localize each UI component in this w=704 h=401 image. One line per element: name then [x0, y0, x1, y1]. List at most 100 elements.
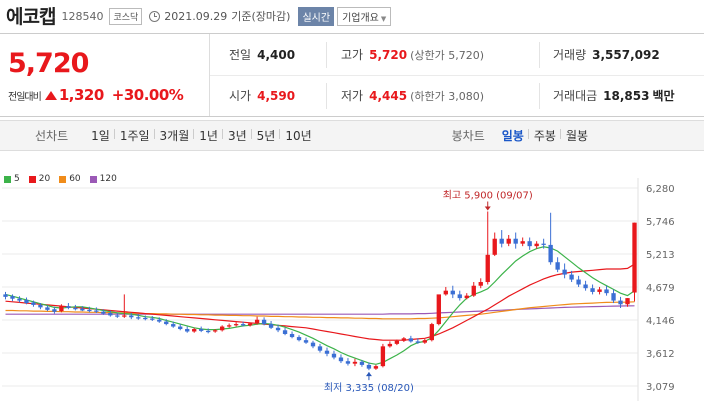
candle-body: [317, 346, 323, 351]
row-divider: [210, 75, 704, 76]
stock-header: 에코캡 128540 코스닥 2021.09.29 기준(장마감) 실시간 기업…: [0, 0, 704, 30]
quote-date: 2021.09.29: [164, 9, 228, 23]
candle-body: [212, 330, 218, 332]
candle-body: [499, 238, 504, 244]
candle-body: [3, 294, 8, 297]
y-tick-label: 4,146: [646, 316, 675, 327]
stock-code: 128540: [61, 10, 104, 23]
candle-body: [394, 340, 400, 344]
tab-weekly[interactable]: 주봉: [527, 127, 561, 144]
change-label: 전일대비: [8, 91, 42, 103]
candle-body: [527, 241, 532, 247]
legend-label: 20: [38, 174, 51, 184]
volume-cell: 거래량 3,557,092: [553, 34, 660, 75]
candle-body: [345, 361, 351, 364]
candle-body: [178, 326, 183, 330]
candle-body: [436, 294, 441, 325]
candlestick-chart[interactable]: 6,280 5,746 5,213 4,679 4,146 3,612 3,079 최고 5,…: [0, 178, 704, 401]
col-divider: [326, 83, 327, 109]
candle-body: [185, 329, 190, 332]
candle-body: [240, 324, 246, 326]
tab-1y[interactable]: 1년: [193, 127, 223, 144]
candle-body: [275, 327, 281, 331]
candle-body: [10, 296, 15, 299]
tab-1d[interactable]: 1일: [91, 129, 110, 143]
candle-body: [443, 290, 448, 295]
tab-1w[interactable]: 1주일: [113, 127, 155, 144]
candle-body: [108, 312, 113, 316]
candle-body: [331, 353, 337, 358]
tab-3y[interactable]: 3년: [221, 127, 252, 144]
y-tick-label: 6,280: [646, 184, 675, 195]
legend-ma120: 120: [89, 174, 117, 184]
candle-body: [324, 350, 330, 354]
candle-body: [408, 338, 414, 342]
candle-body: [289, 333, 295, 338]
candle-body: [254, 319, 260, 324]
ma-legend: 5 20 60 120: [4, 174, 126, 184]
candle-body: [282, 330, 288, 334]
candle-body: [247, 323, 253, 326]
candle-body: [268, 324, 274, 328]
prev-close-value: 4,400: [257, 47, 296, 62]
y-tick-label: 5,213: [646, 250, 675, 261]
low-value: 4,445: [369, 88, 408, 103]
candle-body: [296, 337, 302, 341]
candle-body: [59, 306, 64, 312]
prev-close-label: 전일: [229, 48, 252, 62]
tab-daily[interactable]: 일봉: [501, 129, 524, 143]
candle-body: [101, 311, 106, 314]
candle-body: [478, 282, 483, 286]
candle-body: [338, 357, 344, 362]
candle-body: [471, 285, 476, 296]
stock-name: 에코캡: [6, 5, 56, 28]
volume-label: 거래량: [553, 48, 587, 62]
candle-body: [94, 310, 99, 312]
candle-body: [429, 324, 434, 341]
amount-unit: 백만: [652, 89, 675, 103]
candle-body: [73, 308, 78, 310]
realtime-button[interactable]: 실시간: [298, 6, 335, 26]
company-overview-button[interactable]: 기업개요 ▼: [337, 6, 392, 26]
candle-body: [150, 318, 155, 320]
tab-5y[interactable]: 5년: [250, 127, 281, 144]
candle-body: [583, 284, 588, 289]
candle-body: [122, 315, 127, 317]
candle-body: [80, 308, 85, 311]
candle-body: [604, 289, 609, 294]
high-cell: 고가 5,720 (상한가 5,720): [341, 34, 484, 75]
legend-label: 120: [99, 174, 117, 184]
volume-value: 3,557,092: [592, 47, 660, 62]
candle-chart-label: 봉차트: [451, 129, 485, 143]
candle-body: [401, 338, 407, 341]
amount-value: 18,853: [603, 88, 650, 103]
candle-body: [513, 238, 518, 244]
current-price: 5,720: [8, 48, 89, 79]
open-label: 시가: [229, 89, 252, 103]
legend-label: 60: [69, 174, 81, 184]
candle-body: [387, 343, 393, 347]
candle-body: [464, 295, 469, 299]
change-rate: +30.00%: [111, 86, 184, 104]
col-divider: [539, 42, 540, 68]
col-divider: [326, 42, 327, 68]
candle-body: [569, 274, 574, 280]
prev-close-cell: 전일 4,400: [229, 34, 295, 75]
candle-body: [457, 294, 462, 299]
legend-swatch: [59, 175, 67, 183]
candle-body: [541, 243, 546, 245]
legend-label: 5: [14, 174, 20, 184]
candle-body: [115, 315, 120, 317]
candle-body: [520, 241, 525, 244]
legend-ma5: 5: [4, 174, 20, 184]
current-price-box: 5,720 전일대비 1,320 +30.00%: [0, 34, 210, 116]
line-chart-label: 선차트: [35, 129, 69, 143]
tab-3m[interactable]: 3개월: [153, 127, 195, 144]
candle-body: [450, 290, 455, 295]
candle-body: [506, 238, 511, 244]
candle-body: [611, 293, 616, 301]
candle-body: [157, 319, 162, 322]
tab-monthly[interactable]: 월봉: [559, 127, 593, 144]
change-value: 1,320: [58, 86, 104, 104]
tab-10y[interactable]: 10년: [279, 127, 316, 144]
